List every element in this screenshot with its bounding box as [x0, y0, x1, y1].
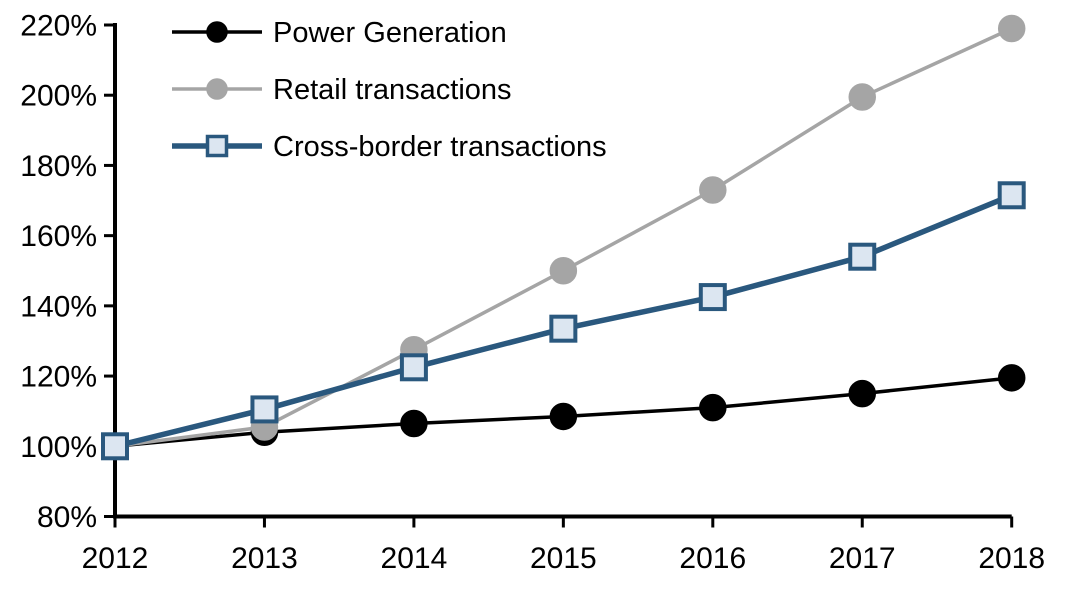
- series-power-generation-marker: [400, 409, 428, 438]
- legend-marker-cross-border-transactions: [205, 134, 229, 158]
- x-axis-tick-label: 2013: [231, 542, 298, 575]
- series-cross-border-transactions-marker: [997, 181, 1026, 210]
- x-axis-tick-label: 2015: [530, 542, 597, 575]
- series-retail-transactions-marker: [848, 83, 876, 111]
- series-retail-transactions-marker: [997, 14, 1026, 43]
- series-cross-border-transactions-marker: [250, 395, 279, 424]
- series-cross-border-transactions-marker: [698, 283, 727, 312]
- y-axis-tick-label: 120%: [20, 361, 97, 394]
- series-cross-border-transactions-marker: [101, 432, 129, 461]
- legend-label-cross-border-transactions: Cross-border transactions: [273, 131, 607, 163]
- y-axis-tick-label: 200%: [20, 80, 97, 113]
- series-cross-border-transactions-marker: [399, 353, 428, 382]
- series-power-generation-marker: [699, 393, 727, 422]
- series-retail-transactions-line: [113, 26, 1014, 449]
- series-retail-transactions-marker: [699, 176, 727, 204]
- y-axis-tick-label: 220%: [20, 10, 97, 43]
- series-retail-transactions-marker: [549, 257, 578, 285]
- x-axis-tick-label: 2018: [978, 542, 1045, 575]
- y-axis-tick-label: 80%: [37, 501, 97, 534]
- y-axis-tick-label: 160%: [20, 220, 97, 253]
- series-cross-border-transactions-marker: [549, 314, 578, 343]
- y-axis-tick-label: 100%: [20, 431, 97, 464]
- series-cross-border-transactions-marker: [848, 242, 877, 271]
- x-axis-tick-label: 2012: [82, 542, 149, 575]
- x-axis-tick-label: 2016: [679, 542, 746, 575]
- series-power-generation-marker: [997, 364, 1026, 392]
- legend-marker-power-generation: [206, 21, 228, 43]
- x-axis-tick-label: 2017: [829, 542, 896, 575]
- legend-label-retail-transactions: Retail transactions: [273, 74, 512, 106]
- series-power-generation-marker: [848, 379, 876, 408]
- x-axis-tick-label: 2014: [381, 542, 448, 575]
- legend-label-power-generation: Power Generation: [273, 17, 507, 49]
- legend-marker-retail-transactions: [206, 78, 228, 100]
- series-power-generation-marker: [549, 402, 578, 431]
- y-axis-tick-label: 180%: [20, 150, 97, 183]
- y-axis-tick-label: 140%: [20, 290, 97, 323]
